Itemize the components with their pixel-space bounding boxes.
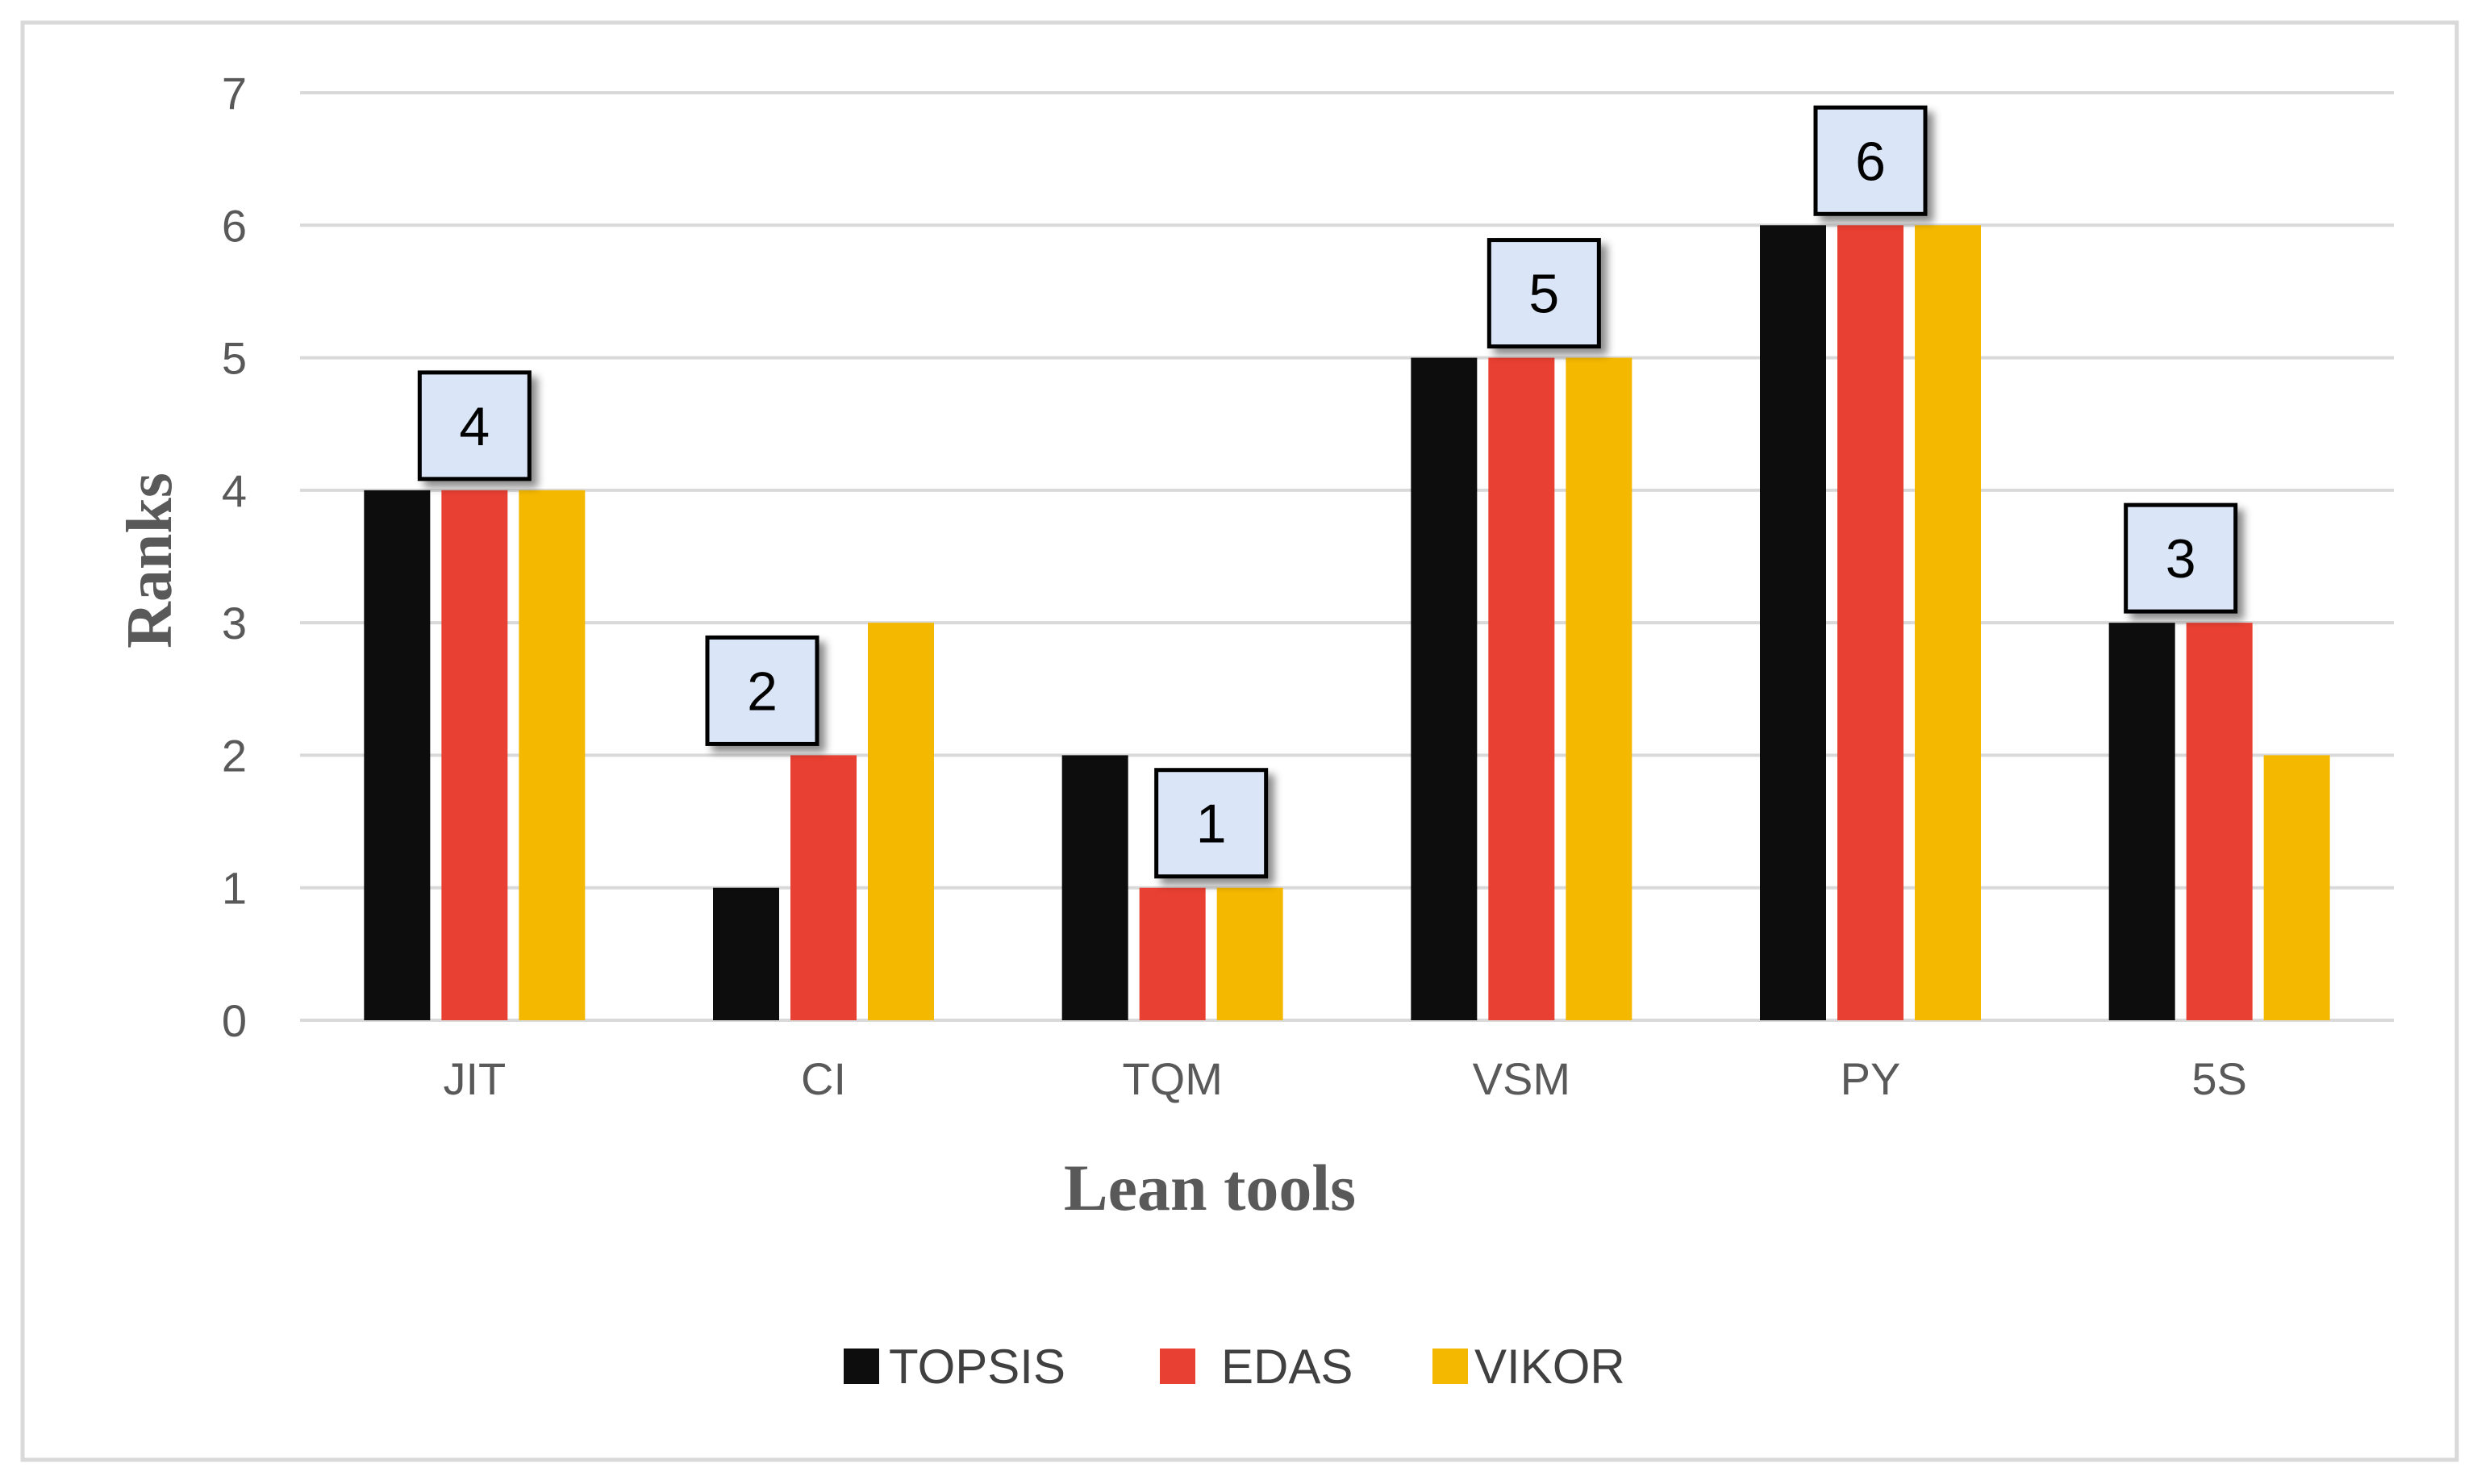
bar-ci-topsis: [713, 887, 779, 1020]
rank-callouts: 4 2 1 5 6 3: [417, 105, 2238, 879]
bar-tqm-edas: [1139, 887, 1206, 1020]
rank-callout-label: 3: [2166, 528, 2196, 590]
rank-callout-label: 2: [747, 661, 778, 722]
rank-callout-box: [1154, 768, 1269, 879]
x-tick-label-py: PY: [1841, 1053, 1901, 1104]
legend-item-edas: EDAS: [1160, 1340, 1353, 1394]
bar-tqm-vikor: [1216, 887, 1283, 1020]
bar-py-vikor: [1915, 225, 1981, 1020]
bar-vsm-edas: [1488, 357, 1555, 1021]
x-tick-label-jit: JIT: [443, 1053, 506, 1104]
bar-5s-edas: [2186, 623, 2253, 1020]
rank-callout-label: 6: [1855, 131, 1886, 192]
x-tick-label-ci: CI: [801, 1053, 846, 1104]
rank-callout-box: [705, 635, 819, 746]
rank-callout-label: 4: [459, 396, 490, 457]
gridlines: [300, 91, 2394, 1022]
legend-item-topsis: TOPSIS: [844, 1340, 1065, 1394]
legend-item-vikor: VIKOR: [1432, 1340, 1625, 1394]
bar-5s-vikor: [2263, 755, 2330, 1020]
y-tick-label: 5: [222, 333, 247, 384]
y-tick-label: 4: [222, 465, 247, 516]
y-axis-title: Ranks: [115, 473, 186, 648]
legend-swatch: [844, 1349, 879, 1384]
y-tick-label: 6: [222, 200, 247, 251]
bar-jit-edas: [441, 490, 508, 1020]
legend-label: VIKOR: [1474, 1340, 1625, 1394]
y-axis-ticks: 0 1 2 3 4 5 6 7: [222, 68, 247, 1046]
legend-label: EDAS: [1221, 1340, 1353, 1394]
x-axis-title: Lean tools: [1064, 1151, 1356, 1224]
bar-py-topsis: [1760, 225, 1826, 1020]
bar-vsm-vikor: [1566, 357, 1632, 1021]
rank-callout-label: 5: [1528, 264, 1559, 325]
y-tick-label: 0: [222, 995, 247, 1046]
bar-jit-topsis: [364, 490, 431, 1020]
x-tick-label-5s: 5S: [2191, 1053, 2247, 1104]
x-tick-label-tqm: TQM: [1122, 1053, 1222, 1104]
rank-callout-ci: 2: [705, 635, 819, 746]
y-tick-label: 1: [222, 863, 247, 914]
rank-callout-tqm: 1: [1154, 768, 1269, 879]
rank-callout-box: [417, 370, 532, 481]
rank-callout-box: [2124, 502, 2238, 614]
rank-callout-label: 1: [1196, 794, 1227, 855]
x-axis-ticks: JIT CI TQM VSM PY 5S: [443, 1053, 2246, 1104]
legend-label: TOPSIS: [889, 1340, 1065, 1394]
rank-callout-box: [1813, 105, 1928, 216]
y-tick-label: 3: [222, 598, 247, 648]
rank-callout-py: 6: [1813, 105, 1928, 216]
bar-tqm-topsis: [1061, 755, 1128, 1020]
legend-swatch: [1432, 1349, 1468, 1384]
y-tick-label: 2: [222, 730, 247, 781]
bar-jit-vikor: [519, 490, 586, 1020]
bar-py-edas: [1837, 225, 1903, 1020]
bar-ci-vikor: [868, 623, 934, 1020]
y-tick-label: 7: [222, 68, 247, 119]
legend: TOPSIS EDAS VIKOR: [844, 1340, 1625, 1394]
bar-5s-topsis: [2108, 623, 2175, 1020]
bars: [364, 225, 2330, 1021]
legend-swatch: [1160, 1349, 1195, 1384]
bar-ci-edas: [790, 755, 857, 1020]
bar-vsm-topsis: [1411, 357, 1478, 1021]
rank-callout-vsm: 5: [1487, 238, 1601, 349]
x-tick-label-vsm: VSM: [1473, 1053, 1570, 1104]
rank-callout-5s: 3: [2124, 502, 2238, 614]
rank-callout-jit: 4: [417, 370, 532, 481]
rank-callout-box: [1487, 238, 1601, 349]
